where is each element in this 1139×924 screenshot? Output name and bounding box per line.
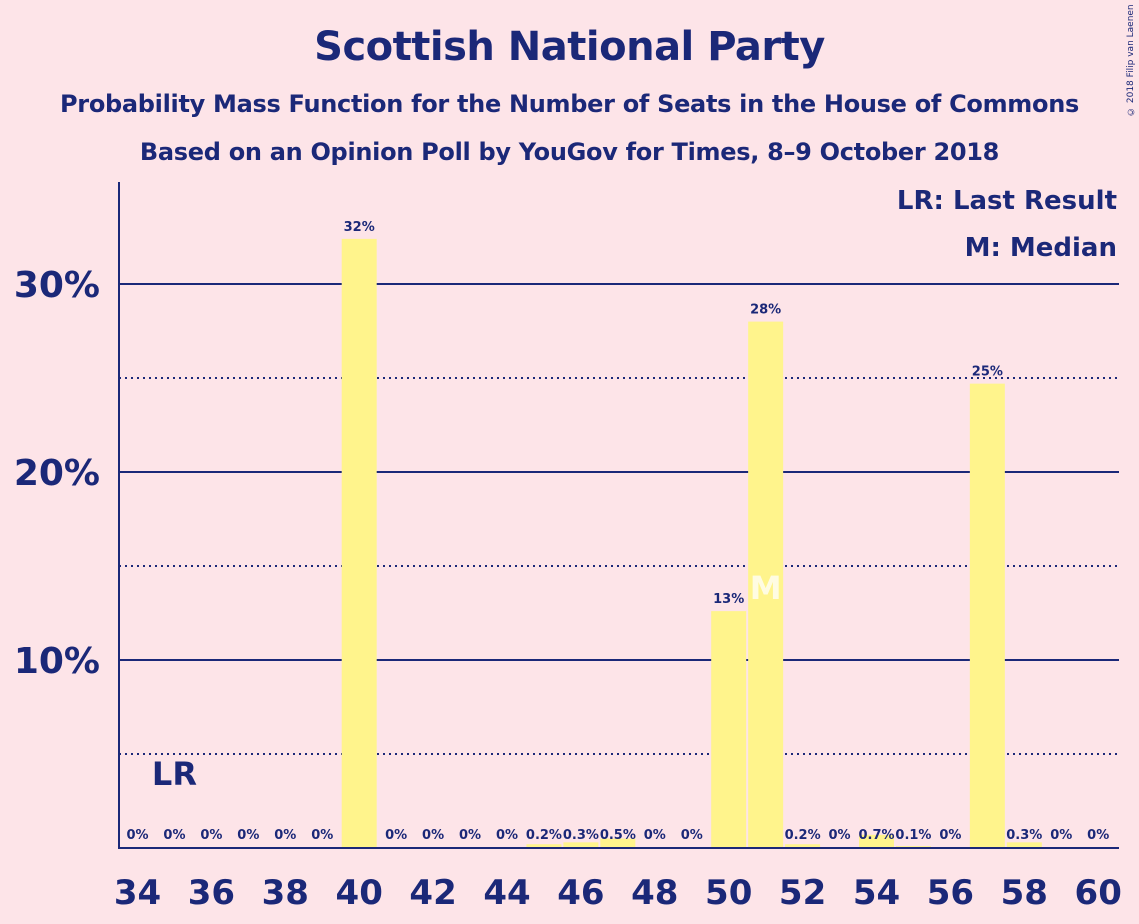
bar xyxy=(563,842,599,848)
y-tick-label: 30% xyxy=(14,265,100,306)
legend-entry: LR: Last Result xyxy=(897,186,1117,216)
data-label: 0.3% xyxy=(1006,828,1042,843)
data-label: 0% xyxy=(1050,828,1072,843)
bar xyxy=(341,238,377,848)
data-label: 0% xyxy=(1087,828,1109,843)
data-label: 0% xyxy=(126,828,148,843)
data-label: 0% xyxy=(274,828,296,843)
data-label: 32% xyxy=(344,220,375,235)
data-label: 0.3% xyxy=(563,828,599,843)
bar xyxy=(526,844,562,848)
median-marker: M xyxy=(750,569,782,607)
last-result-marker: LR xyxy=(152,755,197,793)
x-tick-label: 36 xyxy=(188,873,235,913)
x-tick-label: 42 xyxy=(409,873,456,913)
x-tick-label: 34 xyxy=(114,873,161,913)
data-label: 0.1% xyxy=(895,828,931,843)
data-label: 0% xyxy=(496,828,518,843)
chart-subtitle: Probability Mass Function for the Number… xyxy=(60,90,1079,118)
x-tick-label: 50 xyxy=(705,873,752,913)
data-label: 0% xyxy=(829,828,851,843)
bar xyxy=(1006,842,1042,848)
data-label: 0% xyxy=(311,828,333,843)
data-label: 0% xyxy=(163,828,185,843)
data-label: 0% xyxy=(385,828,407,843)
x-tick-label: 56 xyxy=(927,873,974,913)
data-label: 0% xyxy=(681,828,703,843)
bar xyxy=(785,844,821,848)
x-tick-label: 58 xyxy=(1001,873,1048,913)
data-label: 13% xyxy=(713,592,744,607)
x-tick-label: 44 xyxy=(483,873,530,913)
x-tick-label: 46 xyxy=(557,873,604,913)
data-label: 0.7% xyxy=(858,828,894,843)
data-label: 0% xyxy=(644,828,666,843)
data-label: 0% xyxy=(459,828,481,843)
x-tick-label: 48 xyxy=(631,873,678,913)
y-tick-label: 20% xyxy=(14,453,100,494)
data-label: 0% xyxy=(939,828,961,843)
x-tick-label: 40 xyxy=(336,873,383,913)
bar xyxy=(859,834,894,848)
chart-title: Scottish National Party xyxy=(314,24,825,70)
bar xyxy=(748,321,784,849)
x-tick-label: 54 xyxy=(853,873,900,913)
chart-subtitle-2: Based on an Opinion Poll by YouGov for T… xyxy=(139,138,1000,166)
bar xyxy=(711,611,747,848)
data-label: 28% xyxy=(750,303,781,318)
x-tick-label: 60 xyxy=(1075,873,1122,913)
bar xyxy=(969,383,1005,848)
y-tick-label: 10% xyxy=(14,641,100,682)
x-tick-label: 52 xyxy=(779,873,826,913)
data-label: 0% xyxy=(200,828,222,843)
data-label: 0% xyxy=(422,828,444,843)
data-label: 25% xyxy=(972,365,1003,380)
data-label: 0% xyxy=(237,828,259,843)
bar xyxy=(600,838,636,848)
legend-entry: M: Median xyxy=(965,233,1117,263)
x-tick-label: 38 xyxy=(262,873,309,913)
data-label: 0.5% xyxy=(600,828,636,843)
data-label: 0.2% xyxy=(785,828,821,843)
data-label: 0.2% xyxy=(526,828,562,843)
